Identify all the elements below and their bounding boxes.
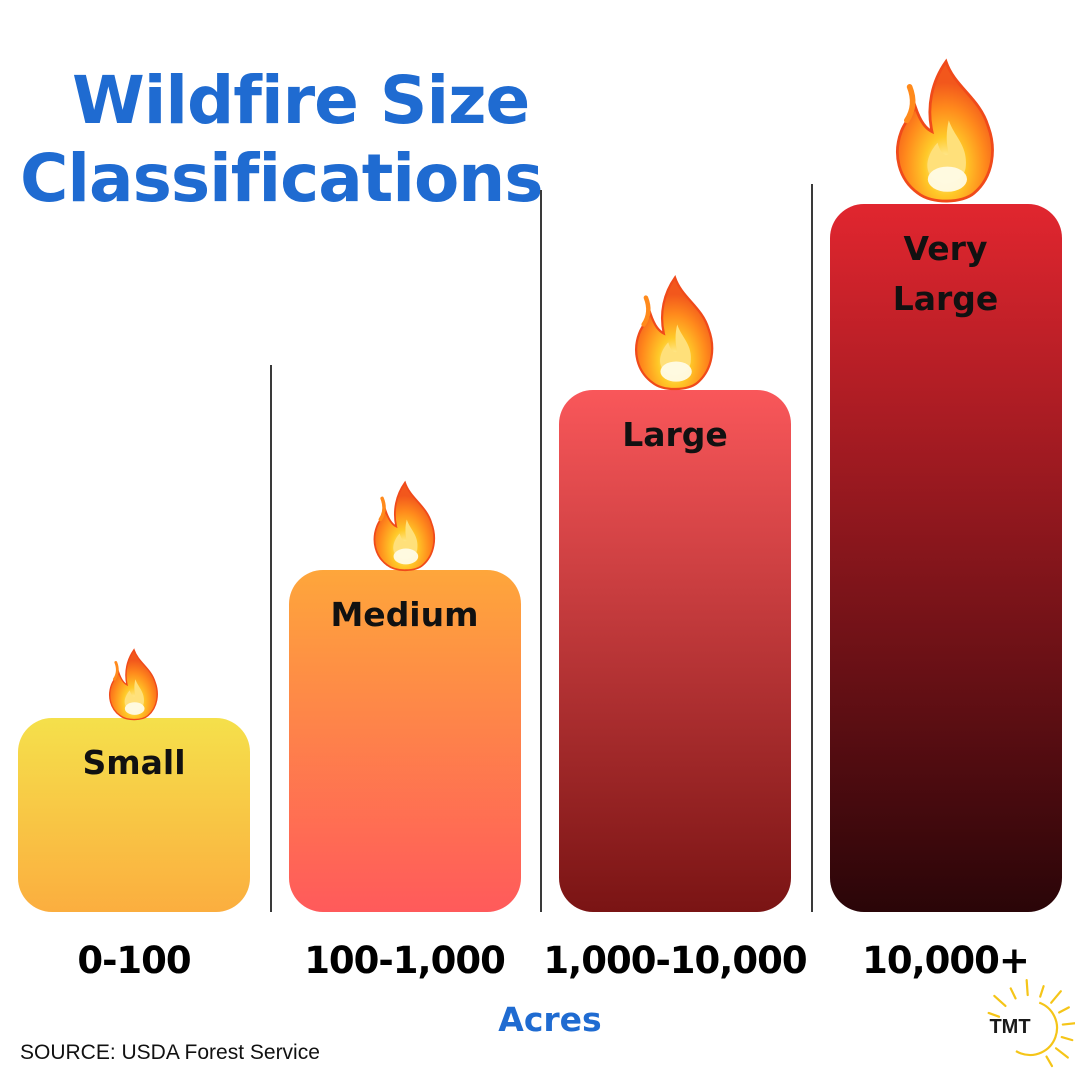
bar-very-large: [829, 204, 1062, 912]
source-credit: SOURCE: USDA Forest Service: [20, 1041, 320, 1064]
bar-class-label: Large: [559, 410, 791, 460]
fire-emoji-icon: [876, 56, 1016, 214]
sun-logo-icon: [987, 979, 1075, 1068]
logo-text: TMT: [989, 1016, 1031, 1038]
bar-medium: [288, 570, 521, 912]
bar-class-label-line: Medium: [330, 595, 479, 634]
column-divider: [540, 190, 542, 912]
chart-title: Wildfire Size Classifications: [20, 62, 660, 218]
chart-title-line-2: Classifications: [20, 140, 544, 217]
fire-emoji-icon: [99, 647, 169, 728]
x-tick-label: 1,000-10,000: [543, 939, 807, 982]
bar-class-label-line: Small: [82, 743, 186, 782]
x-axis-label: Acres: [498, 1000, 602, 1039]
x-tick-label: 0-100: [77, 939, 191, 982]
bar-class-label: Medium: [289, 590, 521, 640]
x-tick-label: 10,000+: [862, 939, 1030, 982]
bar-class-label: Small: [18, 738, 250, 788]
bar-class-label: Very Large: [830, 224, 1062, 324]
fire-emoji-icon: [361, 479, 449, 580]
bar-small: [18, 718, 250, 912]
x-tick-label: 100-1,000: [304, 939, 506, 982]
bar-class-label-line: Large: [622, 415, 728, 454]
bar-class-label-line: Very: [903, 229, 988, 268]
bar-large: [559, 390, 791, 912]
chart-title-line-1: Wildfire Size: [72, 62, 530, 139]
column-divider: [269, 365, 272, 912]
bar-class-label-line: Large: [892, 279, 999, 318]
column-divider: [810, 184, 813, 912]
fire-emoji-icon: [619, 273, 731, 400]
